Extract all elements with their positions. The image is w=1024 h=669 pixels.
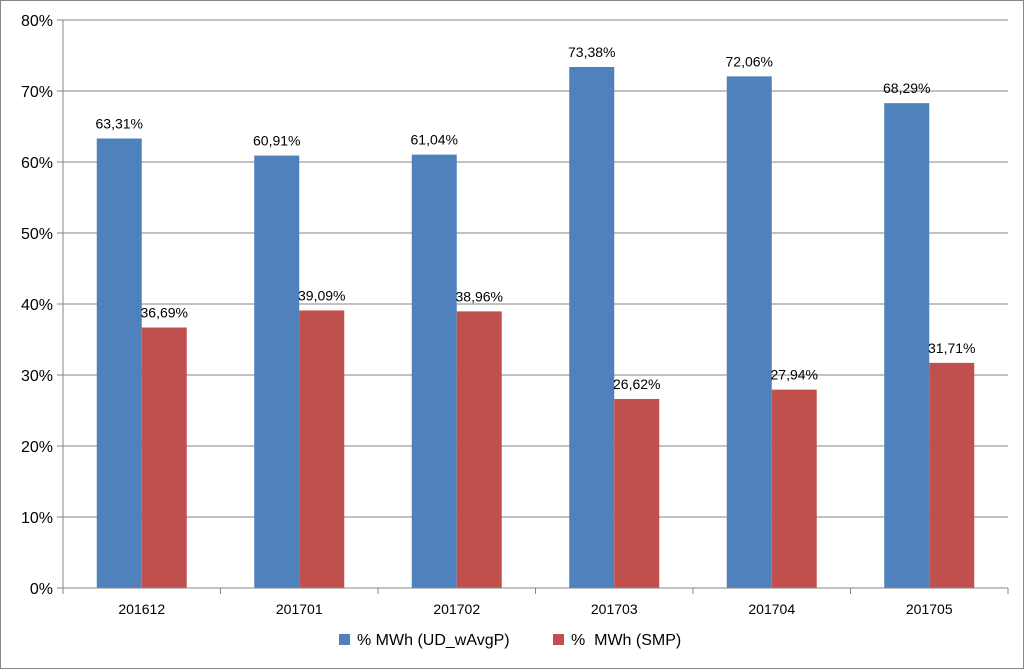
data-label: 60,91% (253, 133, 300, 149)
y-tick-label: 70% (21, 84, 53, 101)
y-tick-labels: 0% 10% 20% 30% 40% 50% 60% 70% 80% (21, 13, 53, 598)
legend-swatch (553, 634, 564, 645)
y-tick-label: 60% (21, 155, 53, 172)
x-tick-label: 201703 (591, 601, 638, 617)
data-label: 73,38% (568, 44, 615, 60)
y-tick-label: 50% (21, 226, 53, 243)
bars (96, 67, 975, 589)
y-tick-label: 40% (21, 297, 53, 314)
data-label: 63,31% (96, 115, 143, 131)
bar-series-2 (299, 310, 345, 588)
data-label: 39,09% (298, 287, 345, 303)
gridlines (63, 19, 1008, 518)
x-tick-label: 201612 (118, 601, 165, 617)
legend-swatch (339, 634, 350, 645)
y-tick-label: 80% (21, 13, 53, 30)
y-tick-label: 30% (21, 368, 53, 385)
bar-series-1 (254, 155, 300, 588)
axes (57, 19, 1009, 594)
bar-series-2 (929, 362, 975, 588)
y-tick-label: 0% (30, 581, 53, 598)
y-tick-label: 10% (21, 510, 53, 527)
data-label: 38,96% (456, 288, 503, 304)
bar-series-2 (456, 311, 502, 588)
bar-series-1 (569, 67, 615, 588)
x-tick-label: 201701 (276, 601, 323, 617)
legend-label: % MWh (UD_wAvgP) (357, 632, 510, 649)
bar-series-1 (96, 138, 142, 588)
data-label: 61,04% (411, 132, 458, 148)
data-label: 26,62% (613, 376, 660, 392)
data-label: 72,06% (726, 53, 773, 69)
data-label: 68,29% (883, 80, 930, 96)
data-label: 27,94% (771, 367, 818, 383)
bar-series-2 (771, 389, 817, 588)
y-tick-label: 20% (21, 439, 53, 456)
data-labels: 63,31% 36,69% 60,91% 39,09% 61,04% 38,96% 73,3… (96, 44, 976, 392)
data-label: 31,71% (928, 340, 975, 356)
data-label: 36,69% (141, 305, 188, 321)
x-tick-label: 201705 (906, 601, 953, 617)
bar-series-1 (726, 76, 772, 589)
bar-series-2 (614, 398, 660, 588)
x-tick-label: 201702 (433, 601, 480, 617)
bar-series-1 (411, 154, 457, 588)
bar-series-2 (141, 327, 187, 588)
bar-series-1 (884, 103, 930, 589)
legend: % MWh (UD_wAvgP) % MWh (SMP) (339, 632, 681, 649)
x-tick-labels: 201612 201701 201702 201703 201704 201705 (118, 601, 952, 617)
x-tick-label: 201704 (748, 601, 795, 617)
legend-label: % MWh (SMP) (571, 632, 681, 649)
